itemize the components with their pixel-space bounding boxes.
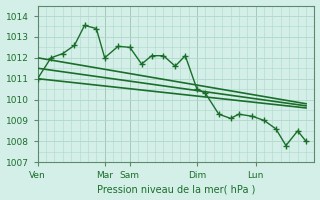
X-axis label: Pression niveau de la mer( hPa ): Pression niveau de la mer( hPa ) <box>97 184 255 194</box>
